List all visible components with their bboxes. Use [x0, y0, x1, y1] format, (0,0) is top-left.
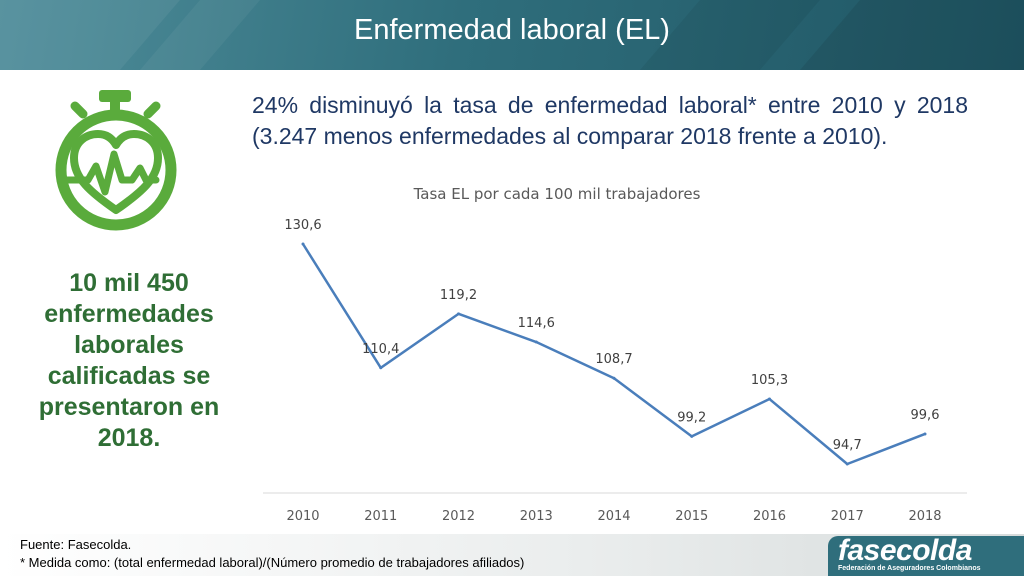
data-label-2011: 110,4 [362, 342, 399, 357]
data-label-2013: 114,6 [518, 316, 555, 331]
x-tick-label-2015: 2015 [675, 509, 708, 524]
data-label-2010: 130,6 [284, 218, 321, 233]
x-tick-label-2014: 2014 [597, 509, 630, 524]
x-tick-label-2010: 2010 [286, 509, 319, 524]
data-point-2018 [923, 432, 927, 436]
footer-notes: Fuente: Fasecolda. * Medida como: (total… [20, 536, 524, 572]
footer-note: * Medida como: (total enfermedad laboral… [20, 555, 525, 570]
chart-title: Tasa EL por cada 100 mil trabajadores [413, 185, 701, 203]
data-point-2014 [612, 376, 616, 380]
data-point-2016 [768, 397, 771, 401]
data-label-2017: 94,7 [833, 438, 862, 453]
x-tick-label-2018: 2018 [908, 509, 941, 524]
logo-wordmark: fasecolda [838, 534, 972, 567]
logo-subtitle: Federación de Aseguradores Colombianos [838, 565, 981, 572]
page-title: Enfermedad laboral (EL) [354, 14, 670, 46]
footer-source: Fuente: Fasecolda. [20, 537, 132, 552]
x-tick-label-2017: 2017 [831, 509, 864, 524]
data-point-2017 [845, 462, 849, 466]
line-chart: Tasa EL por cada 100 mil trabajadores 13… [263, 185, 967, 524]
data-label-2015: 99,2 [677, 410, 706, 425]
data-label-2014: 108,7 [595, 352, 632, 367]
data-point-2015 [690, 434, 694, 438]
summary-highlight: 10 mil 450 enfermedades laborales califi… [38, 269, 220, 452]
data-point-2010 [301, 242, 305, 246]
header-bar: Enfermedad laboral (EL) [0, 0, 1024, 70]
stopwatch-heart-icon [50, 88, 185, 233]
data-label-2018: 99,6 [911, 408, 940, 423]
intro-paragraph: 24% disminuyó la tasa de enfermedad labo… [252, 92, 968, 149]
x-tick-label-2011: 2011 [364, 509, 397, 524]
data-label-2016: 105,3 [751, 373, 788, 388]
data-point-2013 [534, 340, 538, 344]
data-label-2012: 119,2 [440, 288, 477, 303]
data-point-2012 [457, 312, 460, 316]
fasecolda-logo: fasecolda Federación de Aseguradores Col… [828, 534, 1024, 576]
x-tick-label-2012: 2012 [442, 509, 475, 524]
x-tick-label-2016: 2016 [753, 509, 786, 524]
data-point-2011 [379, 366, 383, 370]
x-tick-label-2013: 2013 [520, 509, 553, 524]
header-decoration [0, 0, 1024, 70]
